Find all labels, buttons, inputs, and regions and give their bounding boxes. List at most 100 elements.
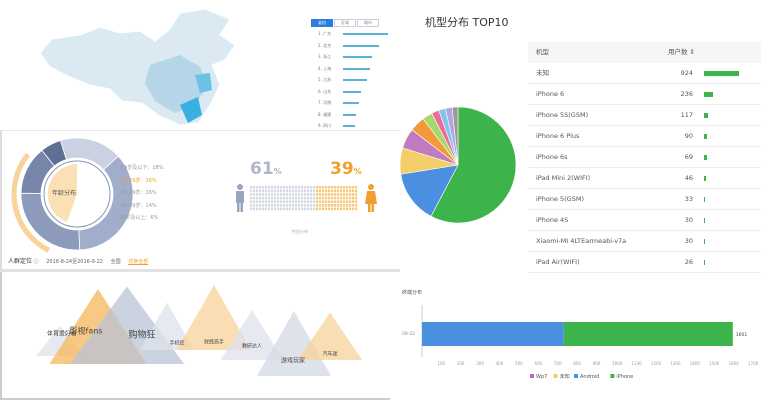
gender-cell	[262, 204, 265, 207]
model-name: Xiaomi-MI 4LTEarmeabi-v7a	[536, 237, 627, 245]
legend-label[interactable]: Android	[580, 374, 599, 380]
gender-cell	[301, 200, 304, 203]
gender-cell	[352, 200, 355, 203]
gender-cell	[340, 200, 343, 203]
china-map	[39, 8, 236, 126]
gender-cell	[337, 193, 340, 196]
gender-cell	[295, 189, 298, 193]
gender-cell	[334, 189, 337, 193]
legend-swatch[interactable]	[530, 374, 534, 378]
table-row: iPhone 6s 69	[528, 147, 761, 168]
gender-cell	[274, 207, 277, 211]
gender-cell	[280, 204, 283, 207]
gender-cell	[292, 186, 295, 189]
gender-cell	[340, 207, 343, 211]
gender-cell	[262, 196, 265, 200]
table-row: iPhone 6 236	[528, 84, 761, 105]
user-bar	[704, 113, 709, 118]
gender-cell	[265, 196, 268, 200]
gender-cell	[256, 193, 259, 196]
gender-cell	[259, 207, 262, 211]
legend-label[interactable]: Wp7	[536, 374, 547, 380]
interest-label: 影视fans	[69, 326, 103, 336]
gender-cell	[256, 207, 259, 211]
gender-cell	[316, 186, 319, 189]
x-tick: 900	[593, 361, 601, 366]
legend-label[interactable]: iPhone	[616, 374, 633, 380]
user-count: 30	[684, 216, 693, 224]
gender-cell	[304, 186, 307, 189]
gender-cell	[280, 189, 283, 193]
sort-users-header[interactable]: 用户数 ⇕	[667, 48, 695, 56]
gender-cell	[265, 200, 268, 203]
gender-cell	[256, 189, 259, 193]
ranking-item: 2. 北京	[318, 42, 332, 48]
map-tab[interactable]: 城市	[357, 19, 379, 27]
gender-cell	[307, 204, 310, 207]
gender-cell	[319, 189, 322, 193]
legend-swatch[interactable]	[553, 374, 558, 378]
user-bar	[704, 134, 708, 139]
gender-cell	[355, 204, 358, 207]
gender-cell	[268, 204, 271, 207]
gender-cell	[259, 200, 262, 203]
user-count: 26	[684, 258, 693, 266]
gender-cell	[349, 207, 352, 211]
gender-cell	[271, 186, 274, 189]
gender-cell	[325, 193, 328, 196]
model-name: iPhone 6	[536, 90, 565, 98]
gender-cell	[289, 207, 292, 211]
gender-cell	[310, 189, 313, 193]
legend-swatch[interactable]	[610, 374, 615, 378]
gender-cell	[349, 196, 352, 200]
model-name: 未知	[536, 69, 549, 77]
map-tab[interactable]: 省份	[311, 19, 333, 27]
gender-cell	[292, 196, 295, 200]
gender-cell	[328, 200, 331, 203]
gender-cell	[259, 196, 262, 200]
ranking-bar	[343, 125, 355, 127]
gender-cell	[319, 207, 322, 211]
female-percent: 39%	[330, 159, 362, 179]
gender-cell	[325, 186, 328, 189]
x-tick: 1400	[690, 361, 701, 366]
age-center-label: 年龄分布	[52, 190, 77, 197]
gender-cell	[313, 196, 316, 200]
gender-cell	[253, 207, 256, 211]
gender-cell	[346, 204, 349, 207]
gender-cell	[292, 200, 295, 203]
gender-cell	[343, 204, 346, 207]
gender-cell	[286, 189, 289, 193]
gender-cell	[259, 186, 262, 189]
ranking-item: 4. 上海	[318, 65, 332, 71]
gender-cell	[283, 189, 286, 193]
map-tab[interactable]: 区域	[334, 19, 356, 27]
gender-cell	[307, 193, 310, 196]
gender-cell	[319, 204, 322, 207]
gender-cell	[277, 186, 280, 189]
question-circle-icon[interactable]: ⓘ	[33, 259, 39, 265]
gender-cell	[337, 196, 340, 200]
gender-cell	[271, 189, 274, 193]
gender-cell	[259, 189, 262, 193]
gender-cell	[280, 207, 283, 211]
legend-swatch[interactable]	[574, 374, 578, 378]
ranking-item: 9. 四川	[318, 123, 332, 128]
gender-cell	[265, 186, 268, 189]
gender-cell	[343, 196, 346, 200]
gender-cell	[277, 207, 280, 211]
ranking-item: 1. 广东	[318, 31, 332, 36]
gender-cell	[325, 204, 328, 207]
user-count: 30	[684, 237, 693, 245]
gender-cell	[256, 196, 259, 200]
table-row: iPhone 5S(GSM) 117	[528, 105, 761, 126]
legend-label[interactable]: 未知	[560, 373, 570, 380]
switch-all-link[interactable]: 切换全部	[128, 259, 149, 265]
ranking-bar	[343, 90, 361, 93]
gender-cell	[337, 189, 340, 193]
region-filter[interactable]: 全国	[110, 259, 121, 265]
ranking-bar	[343, 79, 368, 81]
table-row: iPhone 5(GSM) 33	[528, 189, 761, 210]
gender-cell	[343, 207, 346, 211]
interest-triangle	[220, 310, 284, 360]
